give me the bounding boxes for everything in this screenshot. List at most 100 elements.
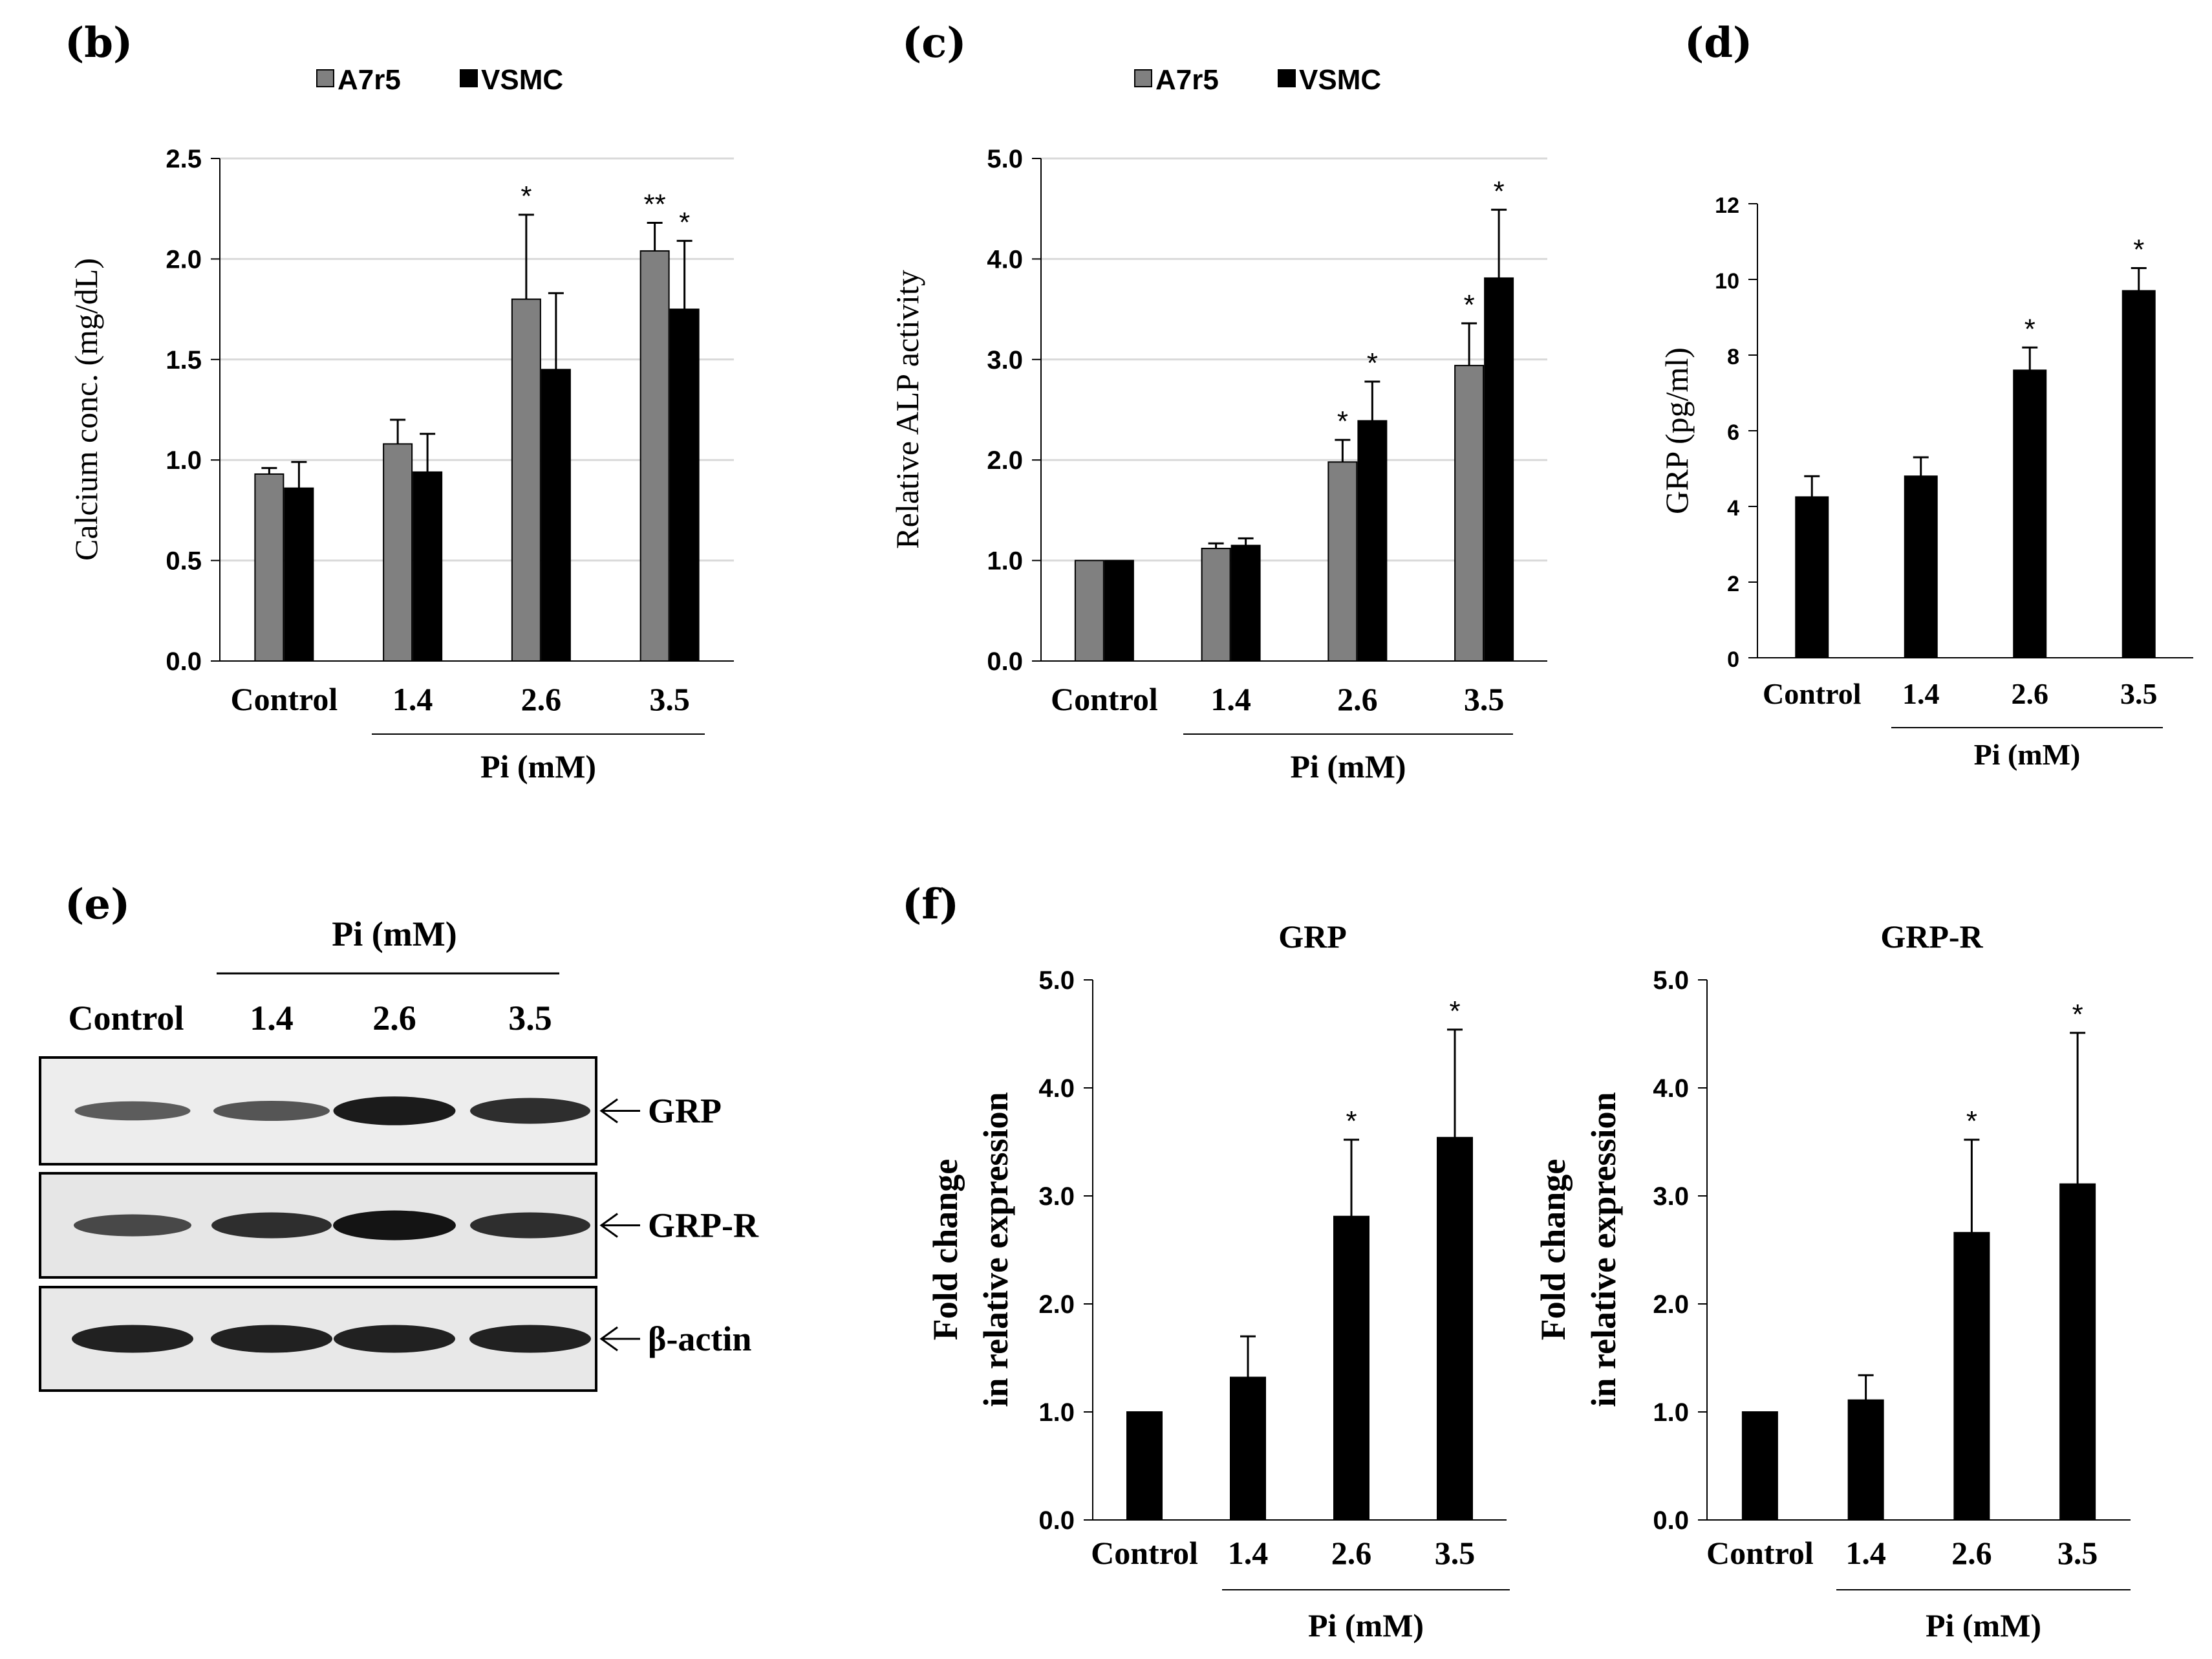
- blot-lane-label: 1.4: [250, 999, 294, 1037]
- significance-marker: **: [644, 188, 666, 220]
- legend-swatch-vsmc: [460, 69, 478, 87]
- y-tick-label: 4.0: [1653, 1074, 1689, 1103]
- bar-grp-2-6: [2013, 369, 2047, 659]
- blot-band: [72, 1325, 193, 1353]
- bar-grp-3-5: [2121, 290, 2156, 658]
- x-tick-label: 2.6: [2012, 677, 2049, 710]
- bar-grp-1-4: [1904, 475, 1938, 658]
- blot-band: [213, 1101, 330, 1121]
- significance-marker: *: [1337, 406, 1348, 437]
- x-tick-label: 1.4: [1845, 1535, 1886, 1571]
- y-axis-label: GRP (pg/ml): [1659, 347, 1695, 514]
- significance-marker: *: [1346, 1105, 1357, 1137]
- blot-arrow-head: [599, 1326, 618, 1352]
- x-tick-label: 1.4: [1210, 681, 1251, 717]
- bar-grp-3-5: [1437, 1136, 1473, 1521]
- chart-relative-alp-activity: 0.0 1.0 2.0 3.0 4.0 5.0 Control 1.4 * * 2.6 * * 3.5 Pi…: [889, 64, 1547, 785]
- legend-swatch-a7r5: [1134, 69, 1152, 87]
- blot-band: [469, 1325, 591, 1353]
- bar-grp-r-control: [1741, 1411, 1778, 1521]
- y-axis-label: Fold change in relative expression: [926, 1092, 1015, 1407]
- bar-a7r5-control: [254, 473, 285, 662]
- legend-label-vsmc: VSMC: [1299, 64, 1381, 96]
- y-tick-label: 4.0: [987, 245, 1023, 274]
- bar-grp-r-2-6: [1953, 1231, 1990, 1521]
- bar-grp-r-1-4: [1847, 1399, 1884, 1521]
- x-tick-label: 2.6: [1337, 681, 1378, 717]
- significance-marker: *: [2072, 999, 2083, 1030]
- bar-a7r5-2-6: [511, 298, 541, 662]
- x-tick-label: 3.5: [2057, 1535, 2098, 1571]
- blot-row-label: GRP-R: [648, 1206, 759, 1245]
- y-tick-label: 2: [1727, 572, 1739, 596]
- x-axis-group-label: Pi (mM): [1974, 738, 2081, 771]
- bar-a7r5-2-6: [1327, 461, 1358, 662]
- panel-letter-d: (d): [1684, 19, 1752, 67]
- legend-label-vsmc: VSMC: [481, 64, 563, 96]
- blot-band: [334, 1325, 455, 1353]
- x-tick-label: 3.5: [649, 681, 690, 717]
- y-tick-label: 3.0: [1038, 1182, 1075, 1211]
- y-tick-label: 2.0: [166, 245, 202, 274]
- chart-grp-elisa: 0 2 4 6 8 10 12 Control 1.4 * 2.6 * 3.5 Pi (mM) GRP (p…: [1659, 193, 2193, 771]
- y-axis-label: Fold change in relative expression: [1534, 1092, 1623, 1407]
- significance-marker: *: [1464, 289, 1475, 321]
- y-axis-label-line: in relative expression: [976, 1092, 1015, 1407]
- y-tick-label: 0.0: [166, 647, 202, 676]
- blot-row-label: β-actin: [648, 1319, 751, 1358]
- y-tick-label: 2.0: [1038, 1290, 1075, 1319]
- y-tick-label: 12: [1715, 193, 1739, 218]
- x-tick-label: 1.4: [392, 681, 433, 717]
- bar-grp-control: [1126, 1411, 1163, 1521]
- x-tick-label: 2.6: [1951, 1535, 1992, 1571]
- bar-vsmc-2-6: [1357, 420, 1388, 662]
- blot-lane-label: Control: [68, 999, 184, 1037]
- blot-band: [211, 1212, 332, 1239]
- blot-band: [333, 1096, 456, 1125]
- legend-swatch-vsmc: [1278, 69, 1296, 87]
- y-tick-label: 1.0: [1038, 1398, 1075, 1427]
- x-axis-group-label: Pi (mM): [1926, 1607, 2041, 1643]
- legend-swatch-a7r5: [316, 69, 334, 87]
- bar-vsmc-control: [1104, 559, 1134, 662]
- bar-grp-r-3-5: [2059, 1183, 2096, 1521]
- y-tick-label: 1.0: [1653, 1398, 1689, 1427]
- bar-vsmc-control: [284, 487, 314, 662]
- y-tick-label: 4.0: [1038, 1074, 1075, 1103]
- y-tick-label: 0.0: [1038, 1506, 1075, 1535]
- y-tick-label: 5.0: [1038, 966, 1075, 995]
- x-tick-label: 2.6: [521, 681, 562, 717]
- y-tick-label: 5.0: [987, 145, 1023, 173]
- y-tick-label: 10: [1715, 269, 1739, 294]
- bar-a7r5-1-4: [383, 443, 413, 662]
- x-tick-label: 1.4: [1228, 1535, 1269, 1571]
- y-tick-label: 1.0: [166, 446, 202, 475]
- blot-row-label: GRP: [648, 1092, 722, 1131]
- blot-band: [74, 1101, 191, 1121]
- y-tick-label: 1.5: [166, 346, 202, 374]
- panel-letter-f: (f): [902, 880, 959, 929]
- blot-lane-label: 2.6: [372, 999, 416, 1037]
- x-tick-label: 3.5: [1435, 1535, 1476, 1571]
- bar-vsmc-3-5: [1484, 277, 1514, 662]
- bar-grp-control: [1795, 496, 1829, 658]
- blot-arrow-head: [599, 1213, 618, 1238]
- significance-marker: *: [521, 180, 532, 212]
- y-tick-label: 2.0: [987, 446, 1023, 475]
- blot-band: [333, 1210, 456, 1241]
- x-tick-label: Control: [1706, 1535, 1814, 1571]
- bar-vsmc-3-5: [669, 309, 700, 662]
- x-tick-label: Control: [1763, 677, 1862, 710]
- blot-lane-label: 3.5: [508, 999, 552, 1037]
- x-tick-label: Control: [1051, 681, 1158, 717]
- significance-marker: *: [1367, 347, 1378, 379]
- bar-grp-1-4: [1230, 1376, 1266, 1521]
- significance-marker: *: [1494, 175, 1505, 207]
- panel-letter-c: (c): [902, 19, 967, 67]
- bar-a7r5-3-5: [639, 250, 670, 662]
- x-tick-label: 1.4: [1902, 677, 1940, 710]
- significance-marker: *: [2133, 233, 2144, 265]
- x-tick-label: Control: [1091, 1535, 1198, 1571]
- bar-vsmc-1-4: [1230, 545, 1261, 662]
